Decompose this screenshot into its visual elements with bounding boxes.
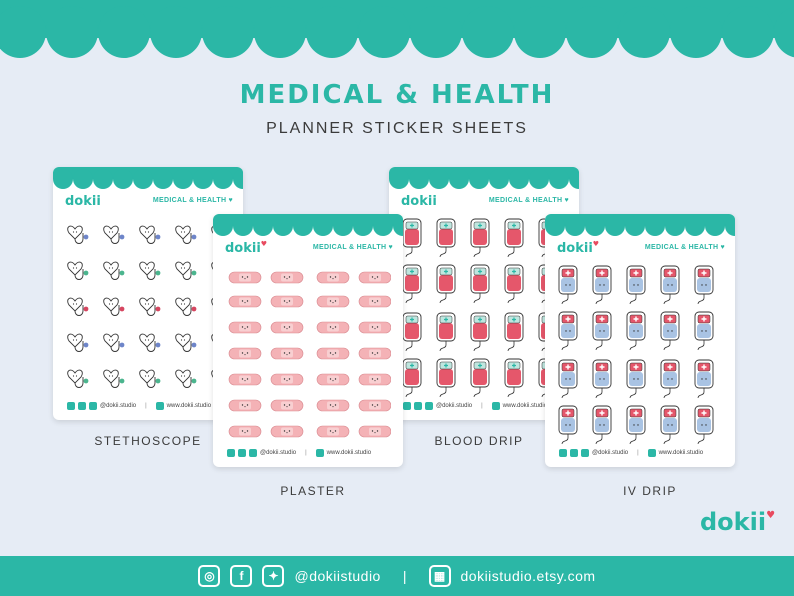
sheet-site: www.dokii.studio	[166, 403, 212, 409]
sheet-brand-logo: dokii	[401, 194, 437, 209]
sheet-brand-logo: dokii♥	[225, 240, 268, 256]
pinterest-icon	[249, 449, 257, 457]
sheet-scallop-header	[545, 214, 735, 236]
sheet-footer: @dokii.studio | www.dokii.studio	[227, 447, 389, 459]
heart-icon: ♥	[260, 240, 268, 248]
caption-blood-drip: BLOOD DRIP	[434, 434, 524, 448]
sheet-handle: @dokii.studio	[436, 403, 473, 409]
facebook-icon	[78, 402, 86, 410]
instagram-icon	[227, 449, 235, 457]
stethoscope-sticker-grid	[67, 225, 228, 388]
shop-icon[interactable]: ▦	[428, 565, 451, 587]
facebook-icon	[238, 449, 246, 457]
footer-shop-link[interactable]: dokiistudio.etsy.com	[460, 568, 596, 584]
sheet-brand-logo: dokii	[65, 194, 101, 209]
pinterest-icon	[425, 402, 433, 410]
blood-drip-sticker-grid	[402, 218, 558, 397]
page-title: MEDICAL & HEALTH	[239, 80, 555, 110]
shop-icon	[491, 402, 500, 410]
sheet-label: MEDICAL & HEALTH ♥	[644, 244, 725, 251]
sheet-handle: @dokii.studio	[592, 450, 629, 456]
sheet-scallop-header	[53, 167, 243, 189]
sheet-scallop-header	[213, 214, 403, 236]
sheet-site: www.dokii.studio	[502, 403, 548, 409]
sheet-label: MEDICAL & HEALTH ♥	[312, 244, 393, 251]
sheet-brand-logo: dokii♥	[557, 240, 600, 256]
sheet-handle: @dokii.studio	[100, 403, 137, 409]
facebook-icon[interactable]: f	[230, 565, 253, 587]
instagram-icon[interactable]: ◎	[198, 565, 221, 587]
heart-icon: ♥	[592, 240, 600, 248]
caption-iv-drip: IV DRIP	[623, 484, 677, 498]
heart-icon: ♥	[766, 510, 776, 521]
shop-icon	[647, 449, 656, 457]
sheet-label: MEDICAL & HEALTH ♥	[152, 197, 233, 204]
sheet-footer: @dokii.studio | www.dokii.studio	[403, 400, 565, 412]
sheet-footer: @dokii.studio | www.dokii.studio	[67, 400, 229, 412]
footer-bar: ◎ f ✦ @dokiistudio | ▦ dokiistudio.etsy.…	[0, 556, 794, 596]
sheet-scallop-header	[389, 167, 579, 189]
twitter-icon[interactable]: ✦	[262, 565, 285, 587]
sheet-site: www.dokii.studio	[326, 450, 372, 456]
sticker-sheet-plaster: dokii♥ MEDICAL & HEALTH ♥ @dokii.studio …	[213, 214, 403, 467]
facebook-icon	[414, 402, 422, 410]
sheet-footer: @dokii.studio | www.dokii.studio	[559, 447, 721, 459]
iv-drip-sticker-grid	[558, 265, 714, 444]
sticker-sheet-iv-drip: dokii♥ MEDICAL & HEALTH ♥ @dokii.studio …	[545, 214, 735, 467]
sticker-sheet-stethoscope: dokii MEDICAL & HEALTH ♥	[53, 167, 243, 420]
footer-handle[interactable]: @dokiistudio	[294, 568, 381, 584]
corner-brand-logo: dokii♥	[700, 508, 776, 536]
instagram-icon	[403, 402, 411, 410]
sheet-handle: @dokii.studio	[260, 450, 297, 456]
footer-separator: |	[402, 568, 407, 584]
caption-stethoscope: STETHOSCOPE	[94, 434, 202, 448]
facebook-icon	[570, 449, 578, 457]
sheet-site: www.dokii.studio	[658, 450, 704, 456]
instagram-icon	[67, 402, 75, 410]
pinterest-icon	[89, 402, 97, 410]
top-scallop-border	[0, 6, 794, 58]
page-subtitle: PLANNER STICKER SHEETS	[266, 120, 528, 137]
pinterest-icon	[581, 449, 589, 457]
sheet-label: MEDICAL & HEALTH ♥	[488, 197, 569, 204]
caption-plaster: PLASTER	[280, 484, 346, 498]
instagram-icon	[559, 449, 567, 457]
plaster-sticker-grid	[228, 271, 391, 438]
shop-icon	[155, 402, 164, 410]
shop-icon	[315, 449, 324, 457]
